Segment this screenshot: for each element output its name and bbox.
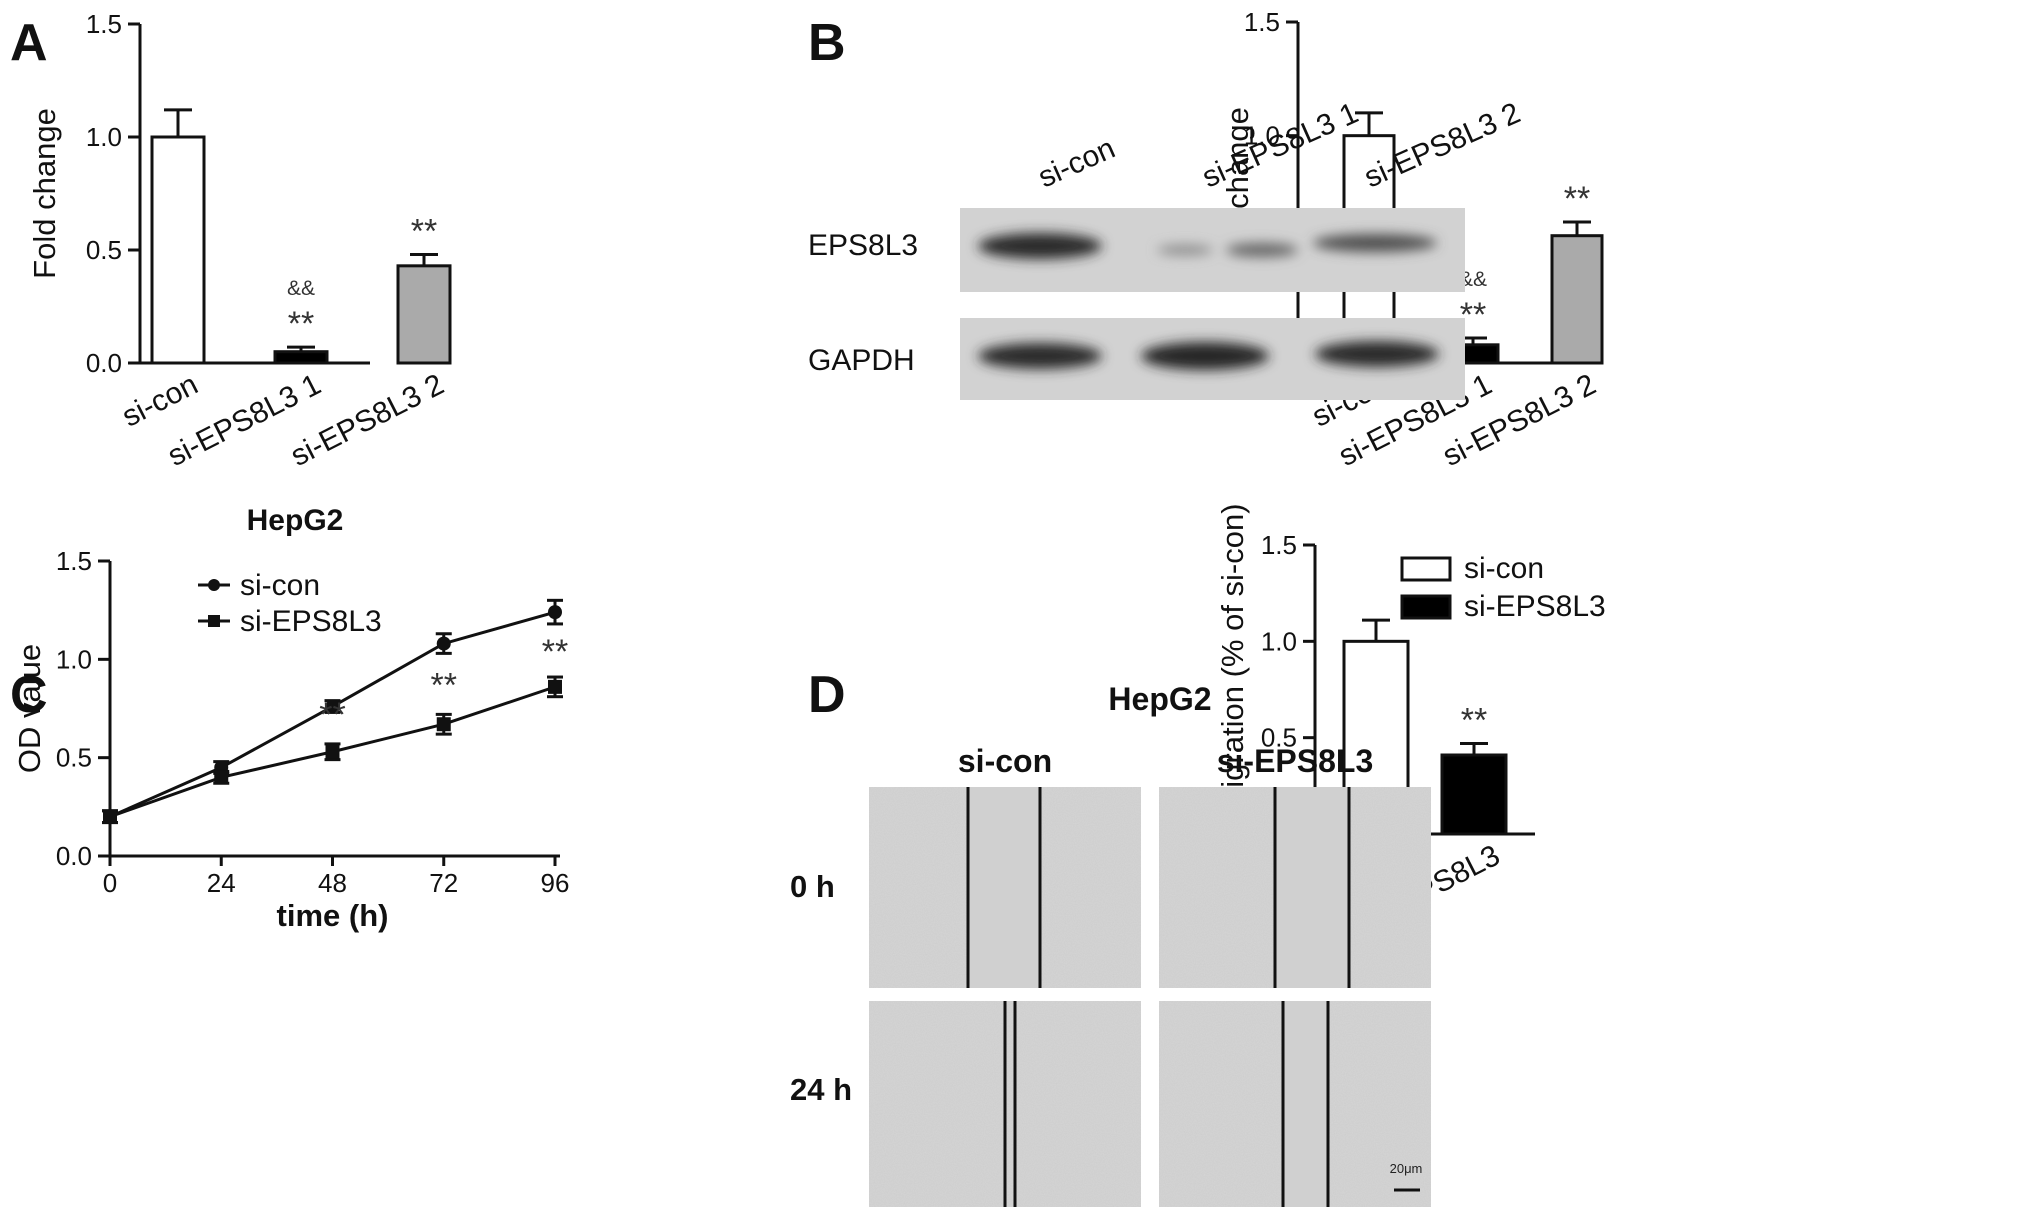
wound-area [1283,1001,1328,1207]
wound-area [1275,787,1349,988]
significance-label: ** [542,633,568,671]
y-tick-label: 0.5 [56,743,92,773]
blot-band [1313,234,1437,252]
significance-label: ** [411,213,437,251]
y-tick-label: 0.5 [1261,723,1297,753]
scratch-column-label: si-con [958,743,1052,779]
legend-label: si-EPS8L3 [1464,590,1606,623]
chart-title: HepG2 [247,504,344,537]
scratch-row-label: 24 h [790,1072,852,1107]
y-tick-label: 0.0 [56,841,92,871]
scratch-assay: HepG2 si-con si-EPS8L3 0 h 24 h 20μm [790,681,1431,1207]
scale-bar-label: 20μm [1390,1161,1423,1176]
x-category-label: si-con [117,368,203,434]
chart-c: 0.0 0.5 1.0 1.5 OD value 0 24 48 72 96 time (h) Hep… [12,504,569,933]
legend-swatch [1400,594,1452,620]
x-tick-label: 24 [207,868,236,898]
scratch-title: HepG2 [1108,681,1211,717]
x-axis-label: time (h) [277,898,389,933]
y-axis-label: OD value [12,644,47,773]
blot-band [978,233,1102,259]
data-point [103,809,117,824]
panel-label-d: D [808,666,846,724]
significance-label: ** [1564,180,1590,218]
y-tick-label: 1.0 [56,644,92,674]
x-tick-label: 0 [103,868,117,898]
bar [1440,753,1508,836]
significance-label: && [287,277,315,300]
y-tick-label: 1.5 [56,546,92,576]
data-point [548,679,562,694]
significance-label: ** [431,666,457,704]
blot-row-label: GAPDH [808,344,915,377]
legend-swatch [1400,556,1452,582]
legend-label: si-con [1464,552,1544,585]
scratch-column-label: si-EPS8L3 [1217,743,1374,779]
legend-marker [208,615,220,627]
y-tick-label: 1.0 [86,122,122,152]
wound-area [968,787,1040,988]
data-point [436,636,451,651]
significance-label: ** [1461,701,1487,739]
blot-band [1226,243,1298,257]
bar [1550,234,1604,365]
significance-label: ** [288,305,314,343]
significance-label: && [1459,268,1487,291]
bar [273,350,329,365]
data-point [214,770,229,785]
x-tick-label: 96 [541,868,570,898]
blot-band [1315,341,1439,367]
y-axis-label: Fold change [27,108,62,279]
data-point [325,699,340,714]
blot-row-label: EPS8L3 [808,229,918,262]
panel-label-c: C [10,666,48,724]
y-tick-label: 0.5 [86,235,122,265]
legend-marker [208,579,220,591]
blot-band [978,343,1102,369]
data-point [325,744,340,759]
blot-band [1157,245,1213,255]
legend-label: si-con [240,569,320,602]
y-tick-label: 1.0 [1261,626,1297,656]
panel-label-a: A [10,14,48,72]
data-point [548,605,562,620]
bar [396,264,452,365]
significance-label: ** [319,696,345,734]
x-tick-label: 48 [318,868,347,898]
panel-label-b: B [808,14,846,72]
x-tick-label: 72 [429,868,458,898]
y-tick-label: 1.5 [1261,530,1297,560]
y-tick-label: 1.0 [1244,121,1280,151]
bar [150,135,206,365]
scratch-row-label: 0 h [790,869,835,904]
blot-lane-label: si-con [1033,132,1120,195]
y-tick-label: 0.0 [86,348,122,378]
y-tick-label: 1.5 [1244,7,1280,37]
data-point [436,717,451,732]
blot-band [1141,342,1269,370]
y-tick-label: 1.5 [86,9,122,39]
western-blot: si-con si-EPS8L3 1 si-EPS8L3 2 EPS8L3 GA… [808,96,1525,400]
legend-label: si-EPS8L3 [240,605,382,638]
